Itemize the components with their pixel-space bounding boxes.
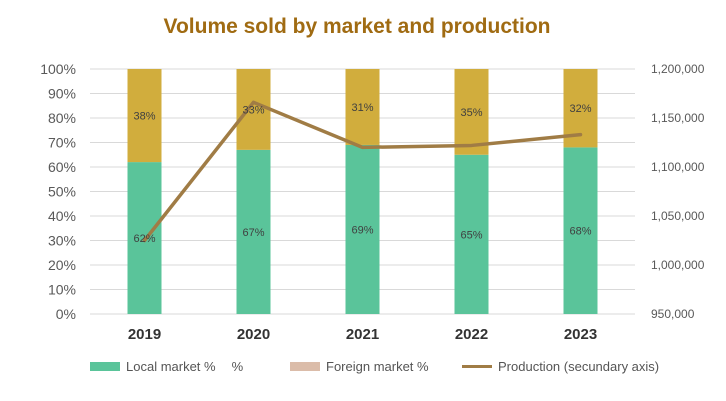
legend-extra-percent: % — [231, 358, 244, 374]
production-point — [579, 133, 582, 137]
y2-tick-label: 1,200,000 — [651, 62, 705, 76]
production-point — [470, 143, 473, 147]
legend-label-production: Production (secundary axis) — [498, 358, 660, 374]
y2-tick-label: 950,000 — [651, 307, 695, 321]
legend-swatch-local-market — [90, 361, 120, 371]
y2-tick-label: 1,050,000 — [651, 209, 705, 223]
production-point — [252, 100, 255, 104]
data-label-foreign-market: 35% — [460, 107, 482, 119]
legend-label-local-market: Local market % — [126, 358, 216, 374]
y-tick-label: 100% — [40, 61, 76, 77]
y2-tick-label: 1,000,000 — [651, 258, 705, 272]
legend: Local market % % Foreign market % Produc… — [0, 355, 726, 385]
data-label-local-market: 67% — [242, 227, 264, 239]
y-tick-label: 10% — [48, 282, 76, 298]
bar-local-market — [236, 149, 271, 314]
bar-local-market — [563, 147, 598, 314]
bar-foreign-market — [454, 69, 489, 155]
production-point — [361, 145, 364, 149]
y-tick-label: 50% — [48, 184, 76, 200]
y-tick-label: 90% — [48, 86, 76, 102]
y2-tick-label: 1,100,000 — [651, 160, 705, 174]
x-tick-label: 2019 — [128, 326, 161, 343]
data-label-foreign-market: 32% — [569, 103, 591, 115]
production-point — [143, 239, 146, 242]
data-label-foreign-market: 31% — [351, 102, 373, 114]
y-tick-label: 70% — [48, 135, 76, 151]
data-label-local-market: 69% — [351, 224, 373, 236]
y-tick-label: 40% — [48, 208, 76, 224]
data-label-local-market: 65% — [460, 229, 482, 241]
y-tick-label: 0% — [56, 306, 76, 322]
x-tick-label: 2020 — [237, 326, 270, 343]
x-tick-label: 2021 — [346, 326, 379, 343]
y-tick-label: 80% — [48, 110, 76, 126]
data-label-foreign-market: 38% — [133, 111, 155, 123]
legend-item-local-market: Local market % % — [90, 355, 243, 377]
x-tick-label: 2023 — [564, 326, 597, 343]
legend-item-foreign-market: Foreign market % — [290, 355, 429, 377]
bar-foreign-market — [127, 69, 162, 163]
legend-item-production: Production (secundary axis) — [462, 355, 659, 377]
x-tick-label: 2022 — [455, 326, 488, 343]
data-label-local-market: 62% — [133, 233, 155, 245]
legend-label-foreign-market: Foreign market % — [326, 358, 429, 374]
y-tick-label: 30% — [48, 233, 76, 249]
legend-swatch-foreign-market — [290, 361, 320, 371]
y-tick-label: 60% — [48, 159, 76, 175]
bar-local-market — [345, 144, 380, 314]
bar-foreign-market — [236, 69, 271, 150]
chart-title: Volume sold by market and production — [164, 15, 551, 38]
bar-foreign-market — [345, 69, 380, 145]
bar-local-market — [454, 154, 489, 314]
data-label-foreign-market: 33% — [242, 104, 264, 116]
y-tick-label: 20% — [48, 257, 76, 273]
legend-line-production — [462, 364, 492, 368]
y2-tick-label: 1,150,000 — [651, 111, 705, 125]
data-label-local-market: 68% — [569, 226, 591, 238]
